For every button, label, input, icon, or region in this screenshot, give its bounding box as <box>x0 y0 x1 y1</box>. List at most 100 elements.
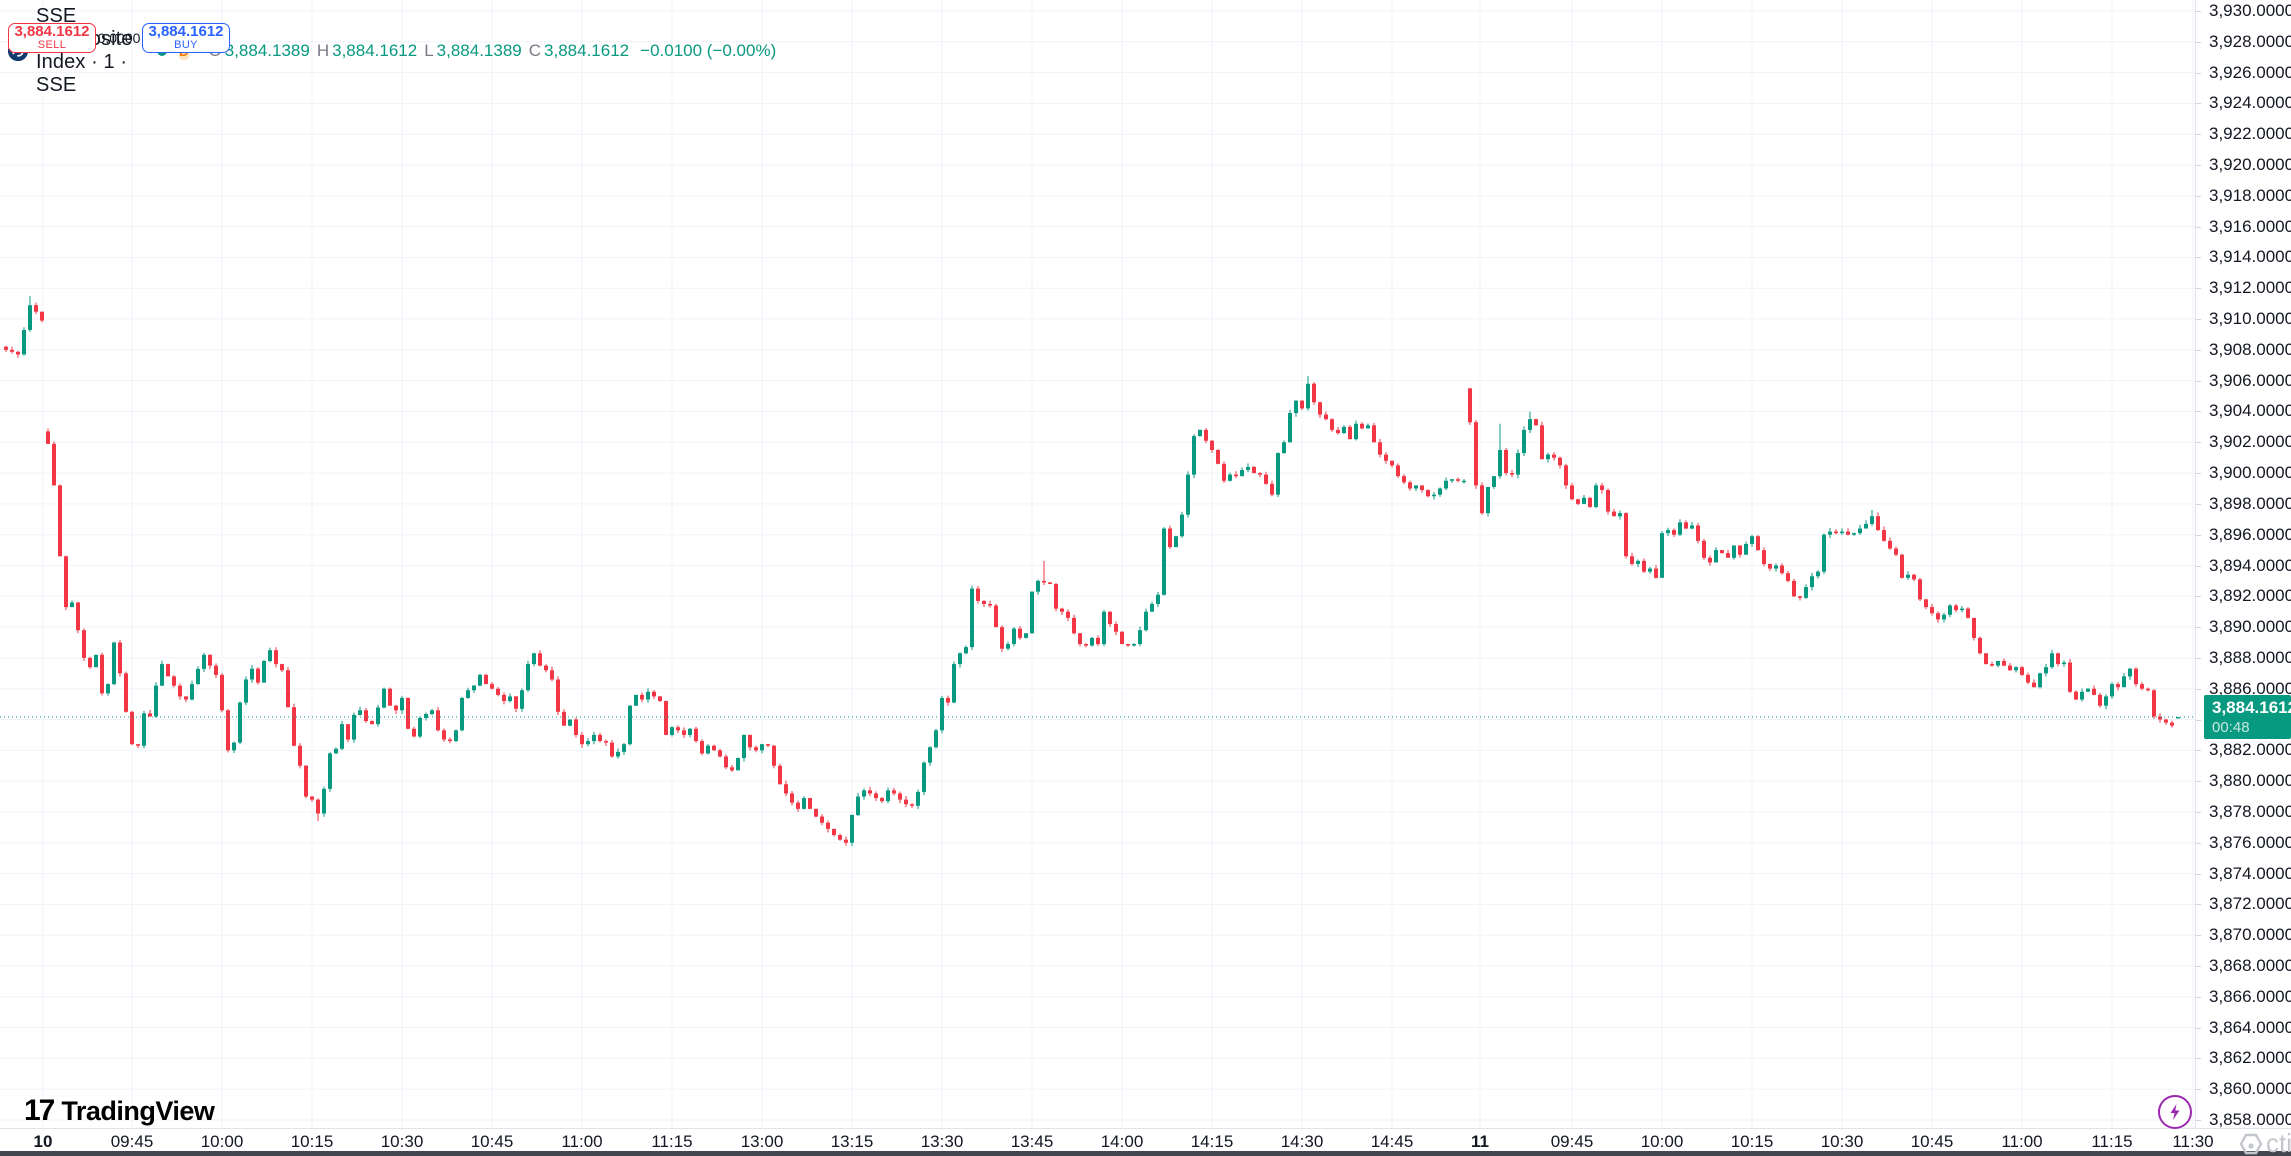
price-axis-tick <box>2196 165 2201 167</box>
time-axis-label: 10:30 <box>380 1132 424 1151</box>
price-axis-tick <box>2196 965 2201 967</box>
price-axis-label: 3,894.0000 <box>2209 555 2291 575</box>
tradingview-logo[interactable]: 17 TradingView <box>24 1094 215 1128</box>
price-axis-tick <box>2196 719 2201 721</box>
current-price-label: 3,884.1612 00:48 <box>2204 695 2291 740</box>
low-key: L <box>424 41 434 60</box>
price-axis-label: 3,914.0000 <box>2209 247 2291 267</box>
price-axis-label: 3,902.0000 <box>2209 432 2291 452</box>
sell-label: SELL <box>37 39 67 52</box>
price-axis-tick <box>2196 1058 2201 1060</box>
ohlc-values: O 3,884.1389 H 3,884.1612 L 3,884.1389 C… <box>209 41 777 61</box>
price-axis-tick <box>2196 288 2201 290</box>
price-axis-label: 3,880.0000 <box>2209 771 2291 791</box>
high-value: 3,884.1612 <box>332 41 418 60</box>
price-axis-tick <box>2196 349 2201 351</box>
price-axis-tick <box>2196 503 2201 505</box>
chart-canvas[interactable] <box>0 0 2195 1128</box>
time-axis-label: 11:00 <box>2001 1132 2043 1151</box>
time-axis-label: 09:45 <box>1550 1132 1594 1151</box>
tradingview-wordmark: TradingView <box>61 1095 215 1126</box>
time-axis-label: 10:15 <box>1730 1132 1774 1151</box>
price-axis-label: 3,926.0000 <box>2209 62 2291 82</box>
window-bottom-edge <box>0 1151 2291 1156</box>
price-axis-tick <box>2196 1027 2201 1029</box>
bar-countdown: 00:48 <box>2212 719 2250 737</box>
time-axis-label: 14:00 <box>1100 1132 1144 1151</box>
price-axis-tick <box>2196 473 2201 475</box>
price-axis-tick <box>2196 226 2201 228</box>
time-axis-label: 14:15 <box>1190 1132 1234 1151</box>
data-provider-watermark: ctiv <box>2238 1128 2291 1156</box>
price-axis-tick <box>2196 134 2201 136</box>
close-key: C <box>528 41 542 60</box>
price-axis-tick <box>2196 657 2201 659</box>
price-axis-label: 3,924.0000 <box>2209 93 2291 113</box>
price-axis-label: 3,872.0000 <box>2209 894 2291 914</box>
price-axis-tick <box>2196 195 2201 197</box>
time-axis-label: 09:45 <box>110 1132 154 1151</box>
time-axis[interactable]: 10 09:45 10:00 10:15 10:30 10:45 11:00 11:15 13:… <box>0 1128 2291 1152</box>
high-key: H <box>316 41 330 60</box>
price-axis-label: 3,874.0000 <box>2209 863 2291 883</box>
price-axis-label: 3,916.0000 <box>2209 216 2291 236</box>
price-axis-tick <box>2196 411 2201 413</box>
instant-order-lightning-button[interactable] <box>2158 1095 2192 1129</box>
time-axis-label: 11:15 <box>2091 1132 2133 1151</box>
price-axis-label: 3,886.0000 <box>2209 678 2291 698</box>
sell-button[interactable]: 3,884.1612 SELL <box>8 23 96 53</box>
spread-value: 0.0000 <box>97 30 141 46</box>
trade-panel: 3,884.1612 SELL 0.0000 3,884.1612 BUY <box>8 23 230 53</box>
price-axis-tick <box>2196 11 2201 12</box>
price-axis-label: 3,898.0000 <box>2209 493 2291 513</box>
candlestick-svg[interactable] <box>0 0 2195 1128</box>
time-axis-day-label: 10 <box>33 1132 53 1151</box>
open-value: 3,884.1389 <box>224 41 310 60</box>
time-axis-label: 13:30 <box>920 1132 964 1151</box>
price-axis-tick <box>2196 257 2201 259</box>
time-axis-label: 10:30 <box>1820 1132 1864 1151</box>
buy-price: 3,884.1612 <box>148 23 224 41</box>
price-axis-label: 3,896.0000 <box>2209 524 2291 544</box>
time-axis-day-label: 11 <box>1471 1132 1489 1151</box>
time-axis-label: 11:15 <box>651 1132 693 1151</box>
price-axis-tick <box>2196 565 2201 567</box>
price-axis-tick <box>2196 380 2201 382</box>
price-axis-label: 3,860.0000 <box>2209 1079 2291 1099</box>
price-axis-label: 3,908.0000 <box>2209 339 2291 359</box>
price-axis-tick <box>2196 996 2201 998</box>
price-axis-tick <box>2196 1089 2201 1091</box>
price-axis-tick <box>2196 103 2201 105</box>
time-axis-label: 13:00 <box>740 1132 784 1151</box>
price-axis[interactable]: 3,930.0000 3,928.0000 3,926.0000 3,924.0000… <box>2195 0 2291 1129</box>
time-axis-label: 14:30 <box>1280 1132 1324 1151</box>
sell-price: 3,884.1612 <box>14 23 90 41</box>
price-axis-label: 3,892.0000 <box>2209 586 2291 606</box>
time-axis-label: 11:30 <box>2172 1132 2214 1151</box>
low-value: 3,884.1389 <box>436 41 522 60</box>
price-axis-label: 3,868.0000 <box>2209 955 2291 975</box>
price-axis-tick <box>2196 442 2201 444</box>
price-axis-tick <box>2196 688 2201 690</box>
buy-button[interactable]: 3,884.1612 BUY <box>142 23 230 53</box>
price-axis-label: 3,928.0000 <box>2209 31 2291 51</box>
price-axis-tick <box>2196 935 2201 937</box>
price-axis-label: 3,878.0000 <box>2209 801 2291 821</box>
price-axis-tick <box>2196 319 2201 321</box>
price-axis-label: 3,864.0000 <box>2209 1017 2291 1037</box>
price-axis-label: 3,920.0000 <box>2209 155 2291 175</box>
time-axis-label: 10:00 <box>1640 1132 1684 1151</box>
price-axis-label: 3,918.0000 <box>2209 185 2291 205</box>
watermark-text: ctiv <box>2266 1128 2291 1156</box>
price-axis-label: 3,906.0000 <box>2209 370 2291 390</box>
price-axis-label: 3,866.0000 <box>2209 986 2291 1006</box>
price-axis-tick <box>2196 41 2201 43</box>
price-axis-label: 3,900.0000 <box>2209 463 2291 483</box>
time-axis-label: 10:15 <box>290 1132 334 1151</box>
current-price-value: 3,884.1612 <box>2212 698 2291 718</box>
price-axis-label: 3,890.0000 <box>2209 617 2291 637</box>
price-axis-label: 3,910.0000 <box>2209 309 2291 329</box>
price-axis-tick <box>2196 842 2201 844</box>
price-axis-label: 3,912.0000 <box>2209 278 2291 298</box>
hexagon-icon <box>2239 1133 2263 1154</box>
